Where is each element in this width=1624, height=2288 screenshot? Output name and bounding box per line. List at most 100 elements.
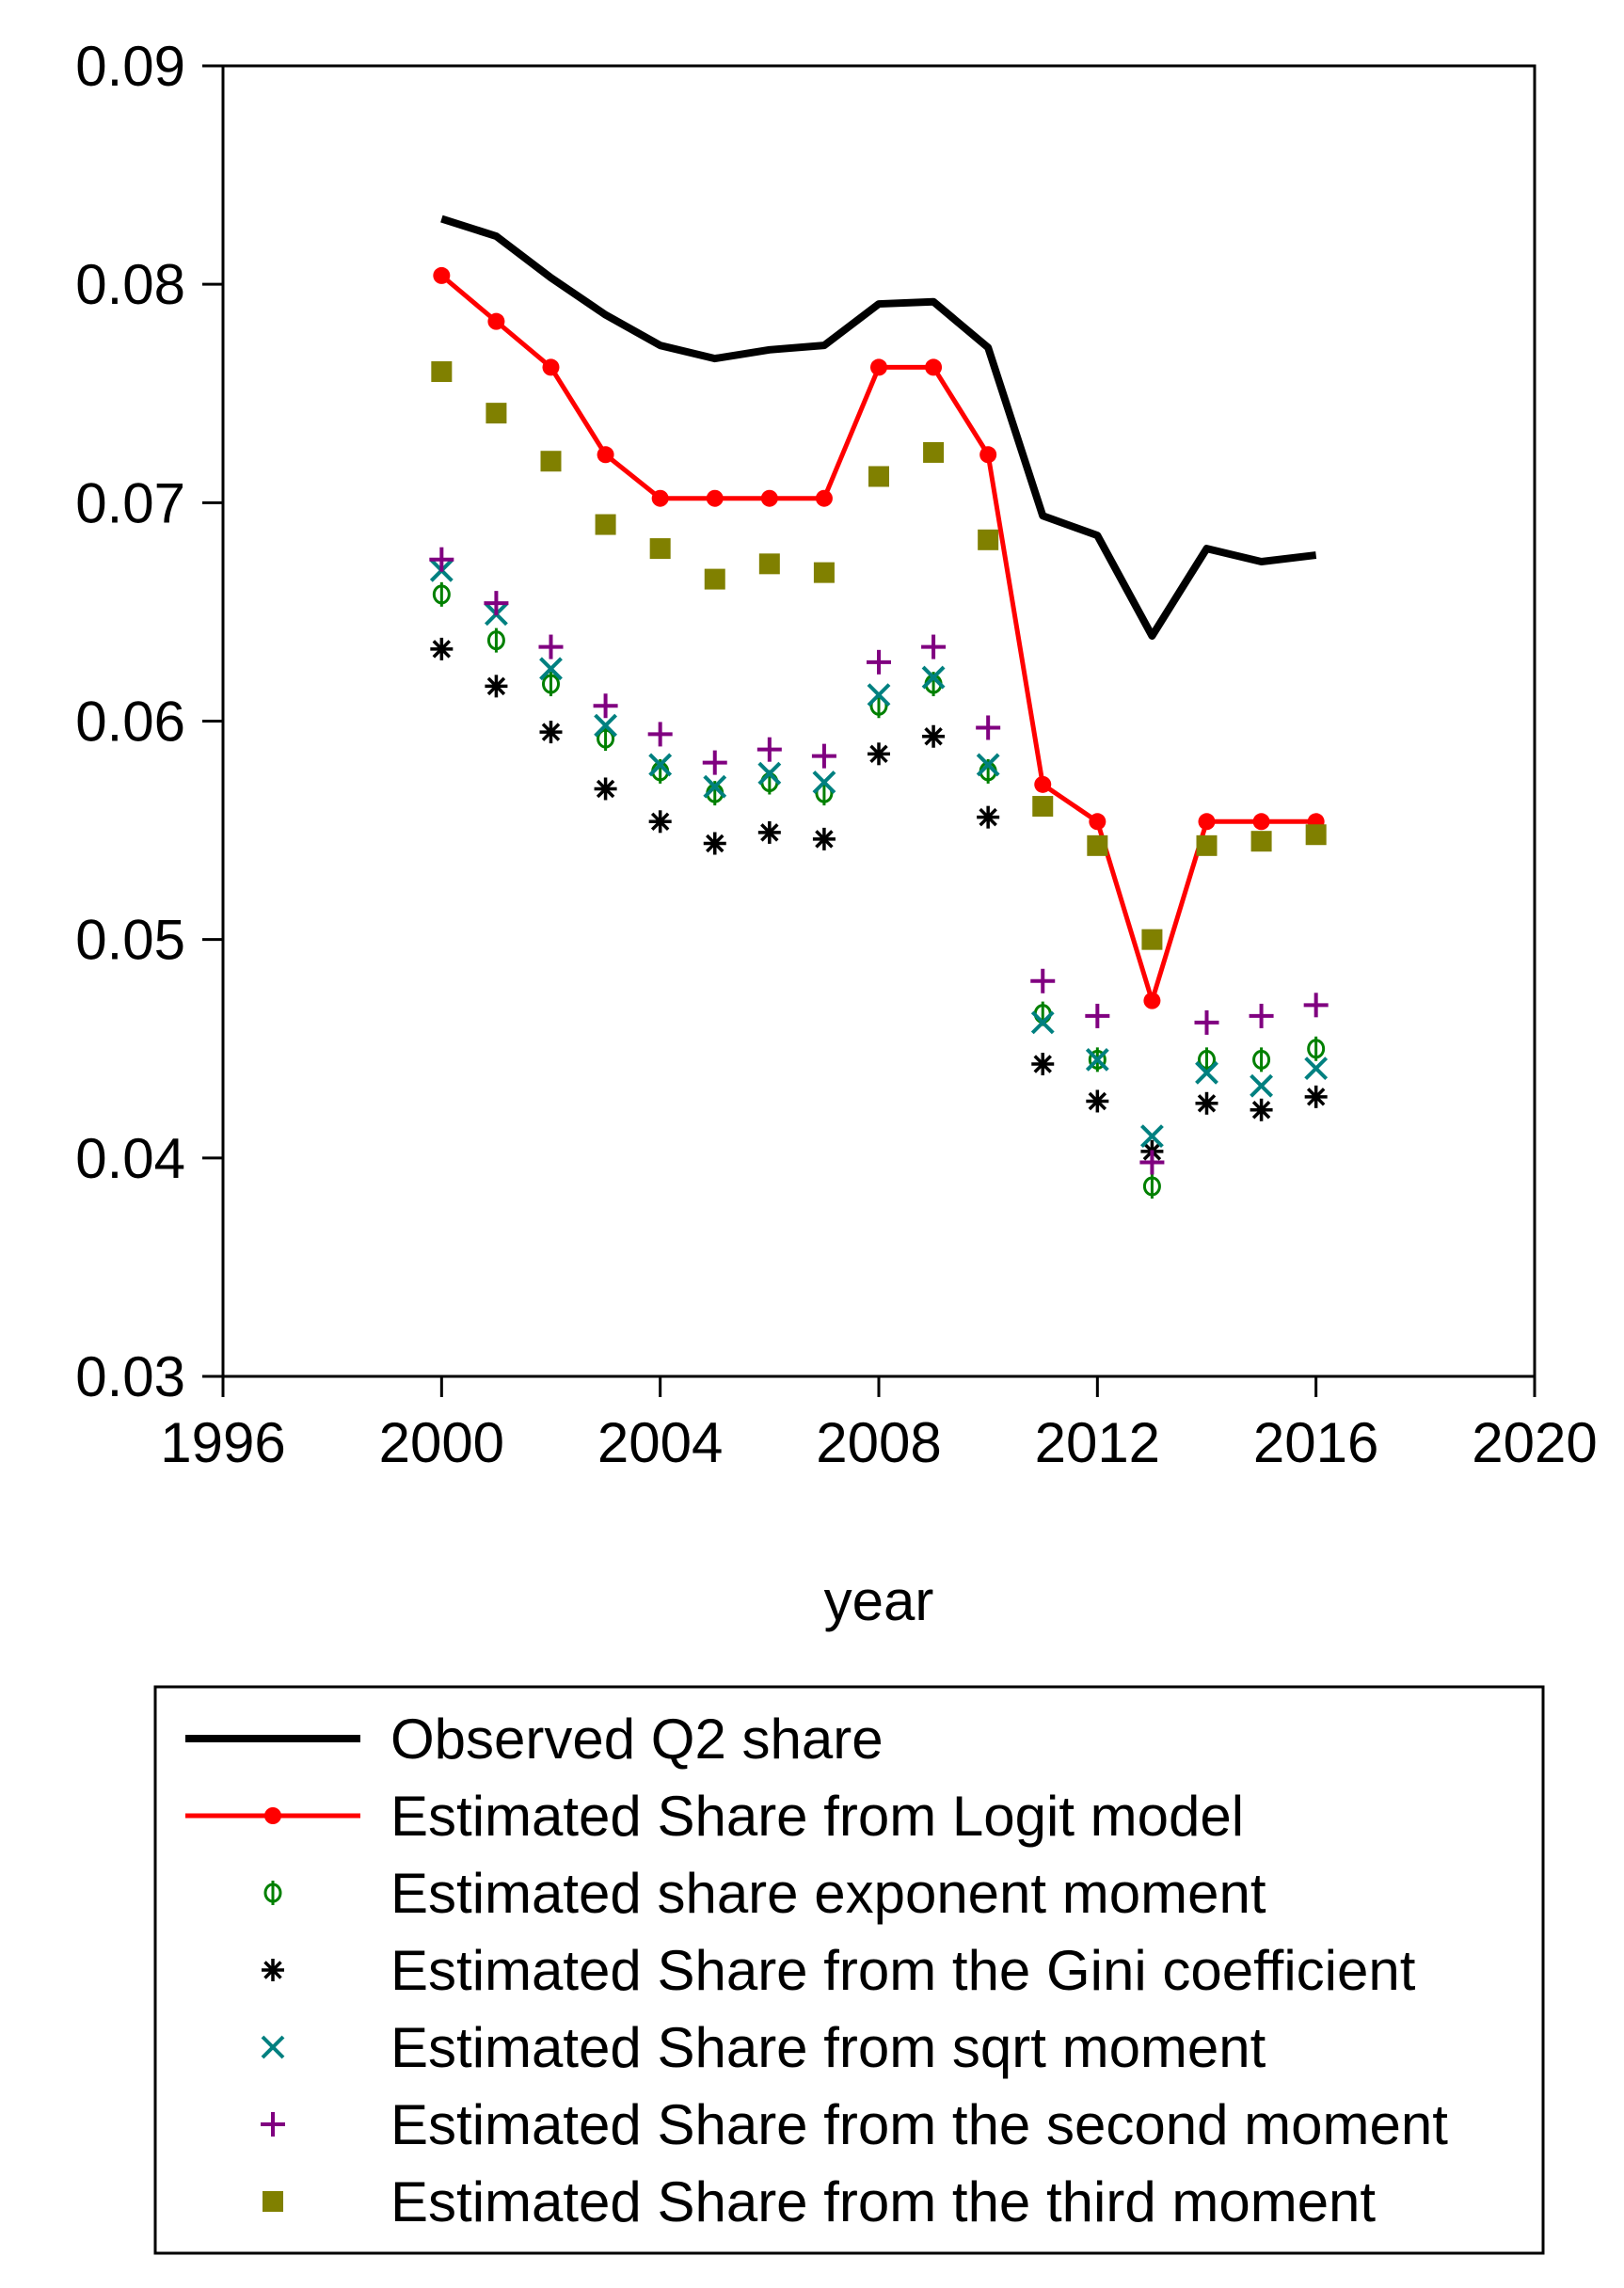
data-point: [979, 446, 997, 464]
data-point: [812, 771, 836, 794]
x-tick-label: 2020: [1472, 1411, 1597, 1474]
data-point: [867, 683, 891, 707]
x-tick-label: 2016: [1253, 1411, 1378, 1474]
data-point: [703, 774, 727, 799]
x-tick-label: 1996: [160, 1411, 285, 1474]
data-point: [760, 489, 778, 507]
data-point: [976, 753, 1000, 777]
data-point: [923, 441, 945, 463]
data-point: [702, 750, 727, 775]
legend-marker: [264, 1807, 281, 1824]
data-point: [594, 713, 617, 738]
data-point: [487, 312, 505, 330]
data-point: [486, 403, 507, 424]
series-estimated-share-from-sqrt-moment: [429, 558, 1329, 1149]
data-point: [542, 672, 560, 697]
legend: Observed Q2 share Estimated Share from Lo…: [153, 1685, 1545, 2255]
legend-label: Estimated Share from the Gini coefficien…: [390, 1939, 1416, 2002]
legend-item-estimated-share-exponent-moment: Estimated share exponent moment: [263, 1862, 1266, 1925]
data-point: [758, 553, 780, 575]
data-point: [811, 743, 836, 769]
data-point: [1140, 1124, 1164, 1149]
data-point: [815, 489, 833, 507]
data-point: [1086, 1089, 1109, 1113]
legend-item-estimated-share-from-the-second-moment: Estimated Share from the second moment: [261, 2093, 1448, 2156]
y-axis: 0.03 0.04 0.05 0.06 0.07 0.08 0.09: [75, 35, 223, 1408]
legend-marker: [261, 2112, 285, 2137]
legend-item-estimated-share-from-logit-model: Estimated Share from Logit model: [185, 1785, 1244, 1848]
series-observed-q2-share: [440, 214, 1317, 640]
data-point: [597, 726, 615, 752]
data-point: [925, 358, 943, 376]
data-point: [1305, 824, 1327, 846]
data-point: [1304, 1085, 1328, 1108]
data-point: [542, 358, 560, 376]
data-point: [870, 358, 887, 376]
data-point: [1142, 1174, 1161, 1200]
series-estimated-share-from-the-second-moment: [429, 547, 1329, 1175]
legend-item-estimated-share-from-the-gini-coefficient: Estimated Share from the Gini coefficien…: [262, 1939, 1416, 2002]
data-point: [594, 777, 617, 801]
data-point: [1089, 813, 1107, 831]
x-tick-label: 2008: [816, 1411, 941, 1474]
legend-marker: [263, 1881, 282, 1905]
data-point: [485, 675, 508, 698]
data-point: [1139, 1150, 1165, 1175]
data-point: [1196, 834, 1218, 856]
legend-item-estimated-share-from-sqrt-moment: Estimated Share from sqrt moment: [261, 2016, 1266, 2079]
data-point: [1303, 993, 1329, 1018]
legend-label: Estimated Share from the third moment: [390, 2170, 1376, 2233]
data-point: [1304, 1057, 1329, 1081]
y-tick-label: 0.06: [75, 691, 185, 754]
data-point: [706, 489, 724, 507]
data-point: [432, 581, 451, 607]
legend-frame: [153, 1685, 1545, 2255]
y-tick-label: 0.05: [75, 909, 185, 972]
legend-item-estimated-share-from-the-third-moment: Estimated Share from the third moment: [263, 2170, 1376, 2233]
legend-label: Estimated Share from sqrt moment: [390, 2016, 1266, 2079]
data-point: [429, 547, 454, 572]
data-point: [867, 649, 891, 675]
data-point: [1252, 813, 1270, 831]
x-tick-label: 2000: [379, 1411, 504, 1474]
series-layer: [429, 214, 1329, 1200]
series-estimated-share-from-the-third-moment: [431, 361, 1327, 950]
data-point: [812, 827, 836, 850]
x-axis: 1996 2000 2004 2008 2012 2016 2020: [160, 1376, 1598, 1474]
data-point: [868, 466, 889, 487]
data-point: [921, 634, 947, 659]
data-point: [539, 657, 563, 681]
data-point: [1250, 831, 1272, 852]
data-point: [1250, 1098, 1273, 1121]
data-point: [813, 562, 835, 583]
y-tick-label: 0.03: [75, 1345, 185, 1408]
data-point: [539, 721, 563, 744]
data-point: [595, 514, 616, 535]
data-point: [1194, 1009, 1219, 1035]
x-tick-label: 2012: [1035, 1411, 1160, 1474]
data-point: [1085, 1003, 1110, 1028]
data-point: [1249, 1003, 1274, 1028]
plot-frame: [221, 64, 1536, 1378]
legend-item-observed-q2-share: Observed Q2 share: [185, 1708, 884, 1771]
data-point: [647, 722, 673, 747]
data-point: [756, 737, 782, 762]
data-point: [1030, 968, 1056, 993]
data-point: [1198, 1047, 1216, 1072]
legend-label: Estimated Share from the second moment: [390, 2093, 1448, 2156]
data-point: [868, 742, 890, 766]
data-point: [431, 361, 453, 383]
series-line: [439, 273, 1316, 1004]
data-point: [704, 568, 725, 590]
data-point: [484, 591, 509, 616]
series-estimated-share-from-the-gini-coefficient: [430, 637, 1328, 1163]
series-line: [440, 214, 1317, 640]
data-point: [1307, 1036, 1326, 1061]
series-estimated-share-exponent-moment: [432, 581, 1326, 1200]
data-point: [976, 715, 1001, 740]
data-point: [1034, 775, 1052, 793]
data-point: [1087, 834, 1108, 856]
data-point: [1031, 1053, 1055, 1076]
